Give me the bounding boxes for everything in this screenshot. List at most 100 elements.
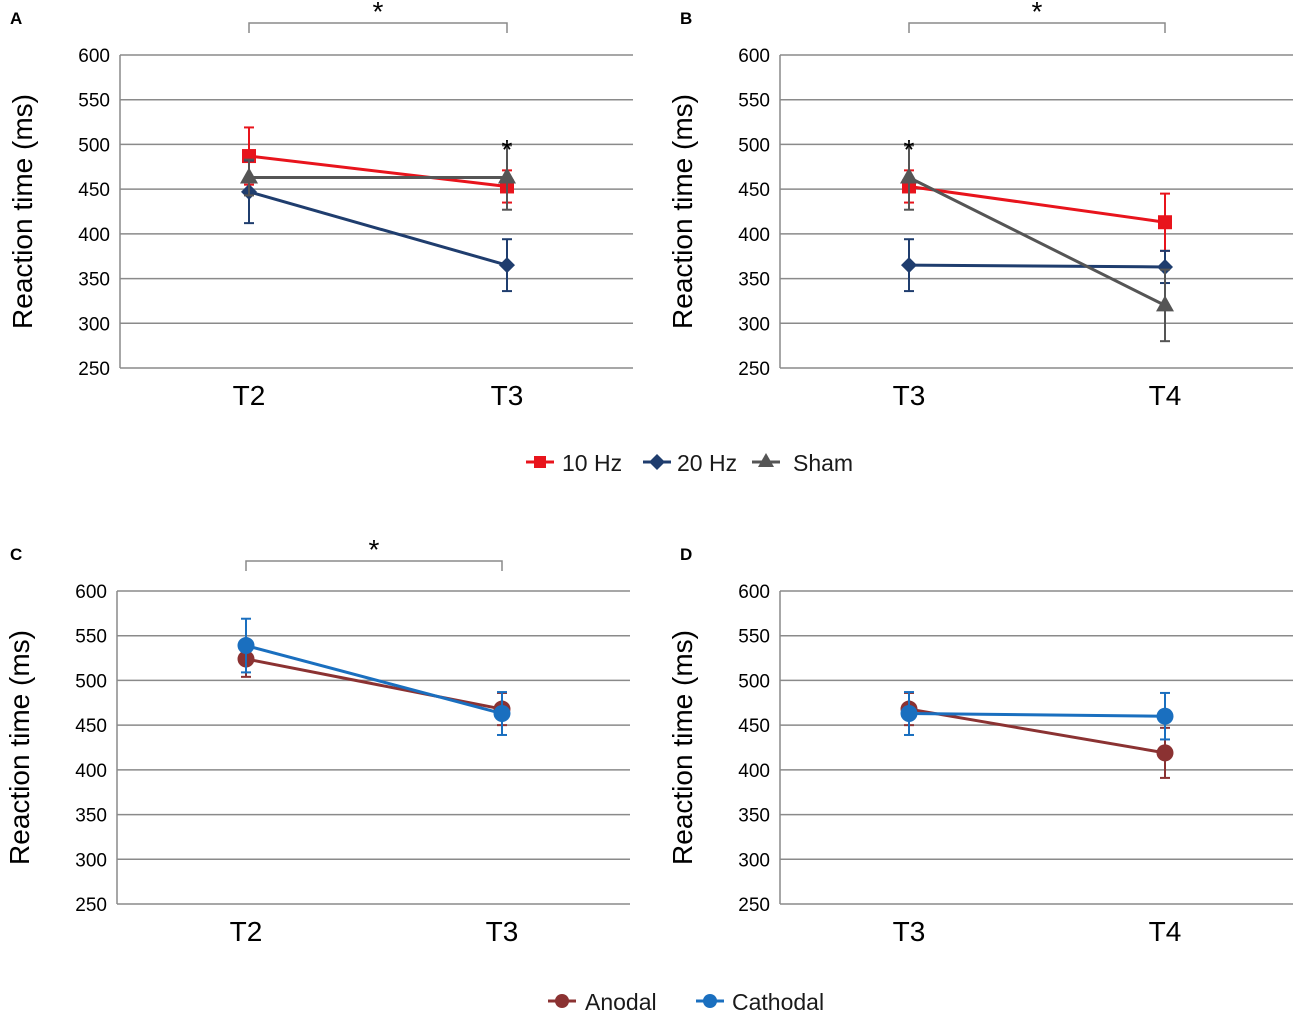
- data-point: [499, 257, 515, 274]
- legend-item-sham: Sham: [752, 450, 853, 476]
- data-point: [498, 167, 516, 184]
- significance-star: *: [1032, 0, 1043, 27]
- y-tick-label: 550: [78, 91, 110, 112]
- legend-bottom: Anodal Cathodal: [548, 989, 824, 1015]
- series-20-hz: [241, 159, 515, 293]
- panel-a: A 250 300 350 400 450 500 550 600 Reaction time (…: [7, 0, 633, 411]
- panel-d: D 250 300 350 400 450 500 550 600 Reaction time (…: [667, 545, 1293, 947]
- diamond-marker-icon: [649, 454, 665, 470]
- series-line: [248, 190, 508, 267]
- legend-label: Cathodal: [732, 989, 824, 1015]
- data-point: [1156, 744, 1174, 762]
- y-tick-label: 600: [75, 582, 107, 603]
- legend-top: 10 Hz 20 Hz Sham: [526, 450, 853, 476]
- series-line: [908, 184, 1166, 224]
- significance-bracket: [248, 22, 508, 33]
- panel-letter: B: [680, 9, 692, 28]
- legend-item-cathodal: Cathodal: [696, 989, 824, 1015]
- y-tick-label: 300: [78, 314, 110, 335]
- legend-item-anodal: Anodal: [548, 989, 657, 1015]
- y-tick-label: 550: [738, 91, 770, 112]
- series-line: [245, 644, 503, 715]
- legend-label: 10 Hz: [562, 450, 622, 476]
- panel-letter: C: [10, 545, 22, 564]
- y-tick-label: 400: [738, 761, 770, 782]
- series-10-hz: [242, 126, 514, 204]
- y-tick-label: 450: [738, 180, 770, 201]
- y-tick-label: 500: [78, 135, 110, 156]
- legend-label: Anodal: [585, 989, 657, 1015]
- y-tick-label: 350: [738, 806, 770, 827]
- series-line: [908, 712, 1166, 718]
- y-tick-label: 600: [738, 582, 770, 603]
- x-tick-label: T3: [893, 916, 926, 947]
- y-tick-label: 300: [738, 314, 770, 335]
- y-tick-label: 350: [78, 270, 110, 291]
- data-point: [901, 257, 917, 274]
- data-point: [900, 167, 918, 184]
- circle-marker-icon: [703, 994, 717, 1008]
- legend-label: 20 Hz: [677, 450, 737, 476]
- x-tick-label: T2: [230, 916, 263, 947]
- significance-bracket: [245, 560, 503, 571]
- data-point: [1156, 707, 1174, 725]
- y-tick-label: 300: [75, 850, 107, 871]
- data-point: [900, 705, 918, 723]
- circle-marker-icon: [555, 994, 569, 1008]
- y-axis-label: Reaction time (ms): [667, 94, 698, 329]
- series-sham: [240, 144, 516, 211]
- data-point: [240, 167, 258, 184]
- panel-b: B 250 300 350 400 450 500 550 600 Reaction time (…: [667, 0, 1293, 411]
- y-tick-label: 450: [738, 716, 770, 737]
- data-point: [1157, 258, 1173, 275]
- series-anodal: [900, 691, 1174, 779]
- y-axis-label: Reaction time (ms): [4, 630, 35, 865]
- legend-label: Sham: [793, 450, 853, 476]
- y-tick-label: 250: [78, 359, 110, 380]
- data-point: [237, 637, 255, 655]
- panel-c: C 250 300 350 400 450 500 550 600 Reaction time (…: [4, 534, 630, 947]
- y-tick-label: 500: [75, 671, 107, 692]
- y-tick-label: 350: [738, 270, 770, 291]
- panel-letter: D: [680, 545, 692, 564]
- series-line: [908, 263, 1166, 269]
- series-20-hz: [901, 238, 1173, 293]
- y-tick-label: 600: [78, 46, 110, 67]
- significance-star: *: [369, 534, 380, 565]
- legend-item-20hz: 20 Hz: [643, 450, 737, 476]
- panels: A 250 300 350 400 450 500 550 600 Reaction time (…: [4, 0, 1293, 947]
- y-tick-label: 500: [738, 135, 770, 156]
- y-tick-label: 450: [75, 716, 107, 737]
- y-tick-label: 350: [75, 806, 107, 827]
- series-cathodal: [237, 617, 511, 736]
- significance-star: *: [904, 134, 915, 165]
- y-tick-label: 300: [738, 850, 770, 871]
- series-line: [245, 657, 503, 711]
- x-tick-label: T4: [1149, 380, 1182, 411]
- data-point: [1156, 295, 1174, 312]
- triangle-marker-icon: [758, 453, 774, 467]
- y-tick-label: 250: [738, 895, 770, 916]
- significance-bracket: [908, 22, 1166, 33]
- y-tick-label: 600: [738, 46, 770, 67]
- data-point: [493, 705, 511, 723]
- panel-letter: A: [10, 9, 22, 28]
- y-axis-label: Reaction time (ms): [7, 94, 38, 329]
- y-tick-label: 400: [738, 225, 770, 246]
- series-line: [908, 176, 1166, 307]
- legend-item-10hz: 10 Hz: [526, 450, 622, 476]
- x-tick-label: T3: [486, 916, 519, 947]
- square-marker-icon: [534, 456, 546, 468]
- y-tick-label: 550: [738, 627, 770, 648]
- series-sham: [900, 144, 1174, 343]
- data-point: [1158, 215, 1172, 230]
- y-tick-label: 550: [75, 627, 107, 648]
- series-cathodal: [900, 691, 1174, 741]
- x-tick-label: T3: [491, 380, 524, 411]
- y-tick-label: 400: [75, 761, 107, 782]
- y-tick-label: 250: [75, 895, 107, 916]
- x-tick-label: T2: [233, 380, 266, 411]
- significance-star: *: [373, 0, 384, 27]
- y-tick-label: 400: [78, 225, 110, 246]
